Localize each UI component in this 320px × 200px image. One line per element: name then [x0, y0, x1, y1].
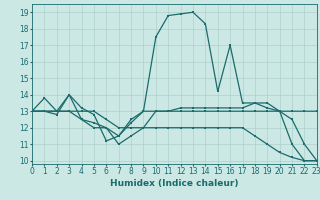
X-axis label: Humidex (Indice chaleur): Humidex (Indice chaleur)	[110, 179, 239, 188]
